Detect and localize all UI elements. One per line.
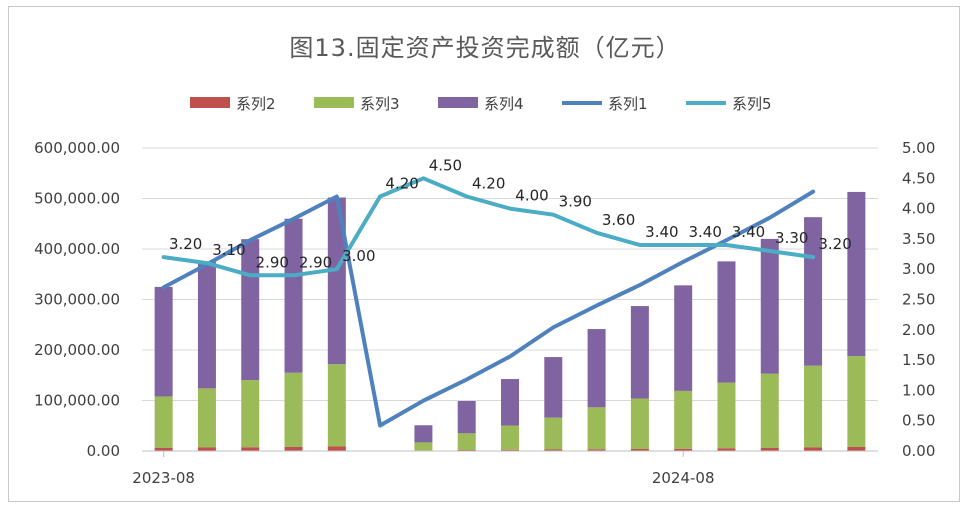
bar-系列4 — [587, 329, 606, 408]
bar-系列2 — [847, 446, 866, 451]
bar-系列2 — [717, 448, 736, 451]
bar-系列2 — [587, 449, 606, 451]
y-right-tick-label: 3.00 — [902, 260, 935, 278]
legend-label-系列2: 系列2 — [236, 95, 276, 113]
bar-系列2 — [154, 447, 173, 451]
lines-layer — [161, 176, 816, 428]
bar-系列2 — [241, 447, 260, 451]
data-label: 3.40 — [645, 223, 678, 241]
data-label: 3.10 — [212, 241, 245, 259]
legend-swatch-系列3 — [314, 97, 354, 108]
data-label: 3.90 — [559, 193, 592, 211]
bar-系列3 — [544, 417, 563, 450]
legend-swatch-系列4 — [438, 97, 478, 108]
bar-系列2 — [760, 447, 779, 451]
bar-系列3 — [587, 407, 606, 450]
bar-系列4 — [284, 218, 303, 373]
y-right-tick-label: 5.00 — [902, 139, 935, 157]
data-label: 4.20 — [472, 174, 505, 192]
legend-swatch-系列2 — [190, 97, 230, 108]
data-label: 3.20 — [818, 235, 851, 253]
y-right-tick-label: 1.00 — [902, 381, 935, 399]
data-label: 3.00 — [342, 247, 375, 265]
y-left-tick-label: 100,000.00 — [34, 392, 120, 410]
data-label: 3.20 — [169, 235, 202, 253]
legend-label-系列1: 系列1 — [608, 95, 648, 113]
bar-系列3 — [241, 380, 260, 448]
data-label: 4.20 — [385, 174, 418, 192]
bar-系列4 — [544, 357, 563, 418]
legend-label-系列5: 系列5 — [732, 95, 772, 113]
bar-系列3 — [501, 425, 519, 450]
y-left-tick-label: 400,000.00 — [34, 240, 120, 258]
data-label: 4.50 — [429, 156, 462, 174]
bar-系列2 — [284, 446, 303, 451]
bar-系列3 — [717, 382, 736, 449]
y-right-tick-label: 1.50 — [902, 351, 935, 369]
bar-系列3 — [847, 356, 866, 447]
data-labels-layer: 3.20 3.10 2.90 2.90 3.00 4.20 4.50 4.20 4.00 3.90… — [169, 156, 852, 271]
bar-系列4 — [501, 379, 519, 426]
bar-系列4 — [847, 191, 866, 357]
bar-系列4 — [760, 238, 779, 374]
data-label: 4.00 — [515, 187, 548, 205]
y-left-tick-label: 300,000.00 — [34, 291, 120, 309]
bar-系列4 — [414, 425, 433, 443]
y-left-tick-label: 200,000.00 — [34, 341, 120, 359]
axes-layer: 0.00 100,000.00 200,000.00 300,000.00 400,00… — [34, 139, 935, 487]
bar-系列2 — [501, 449, 519, 451]
data-label: 3.30 — [775, 229, 808, 247]
bar-系列4 — [327, 197, 346, 365]
y-right-tick-label: 4.00 — [902, 200, 935, 218]
bar-系列3 — [674, 390, 693, 449]
data-label: 2.90 — [256, 253, 289, 271]
bar-系列3 — [457, 433, 476, 450]
bar-系列4 — [154, 286, 173, 397]
bar-系列2 — [327, 446, 346, 451]
bar-系列3 — [327, 364, 346, 447]
bar-系列3 — [630, 398, 649, 449]
legend-label-系列4: 系列4 — [484, 95, 524, 113]
line-系列1 — [161, 189, 816, 428]
chart-title: 图13.固定资产投资完成额（亿元） — [289, 34, 681, 62]
bar-系列2 — [674, 448, 693, 451]
bar-系列4 — [717, 261, 736, 383]
y-left-tick-label: 500,000.00 — [34, 190, 120, 208]
legend-label-系列3: 系列3 — [360, 95, 400, 113]
bar-系列4 — [457, 401, 476, 434]
bar-系列2 — [630, 448, 649, 451]
bar-系列4 — [197, 261, 216, 389]
y-left-tick-label: 0.00 — [87, 442, 120, 460]
data-label: 3.40 — [688, 223, 721, 241]
bar-系列3 — [154, 396, 173, 448]
x-tick-label: 2024-08 — [652, 469, 715, 487]
y-right-tick-label: 4.50 — [902, 169, 935, 187]
bar-系列3 — [804, 365, 823, 448]
bar-系列4 — [630, 306, 649, 399]
bar-系列3 — [414, 442, 433, 451]
bar-系列4 — [804, 217, 823, 366]
bar-系列2 — [804, 447, 823, 451]
bars-layer — [154, 191, 866, 451]
y-right-tick-label: 0.50 — [902, 412, 935, 430]
data-label: 2.90 — [299, 253, 332, 271]
y-left-tick-label: 600,000.00 — [34, 139, 120, 157]
bar-系列2 — [544, 449, 563, 451]
bar-系列3 — [197, 388, 216, 448]
y-right-tick-label: 0.00 — [902, 442, 935, 460]
data-label: 3.60 — [602, 211, 635, 229]
y-right-tick-label: 3.50 — [902, 230, 935, 248]
data-label: 3.40 — [732, 223, 765, 241]
y-right-tick-label: 2.00 — [902, 321, 935, 339]
legend: 系列2 系列3 系列4 系列1 系列5 — [190, 95, 772, 113]
bar-系列3 — [284, 372, 303, 447]
line-系列5 — [161, 176, 816, 278]
bar-系列3 — [760, 373, 779, 448]
bar-系列2 — [197, 447, 216, 451]
bar-系列4 — [674, 285, 693, 391]
x-tick-label: 2023-08 — [132, 469, 195, 487]
bar-系列2 — [457, 449, 476, 451]
y-right-tick-label: 2.50 — [902, 291, 935, 309]
